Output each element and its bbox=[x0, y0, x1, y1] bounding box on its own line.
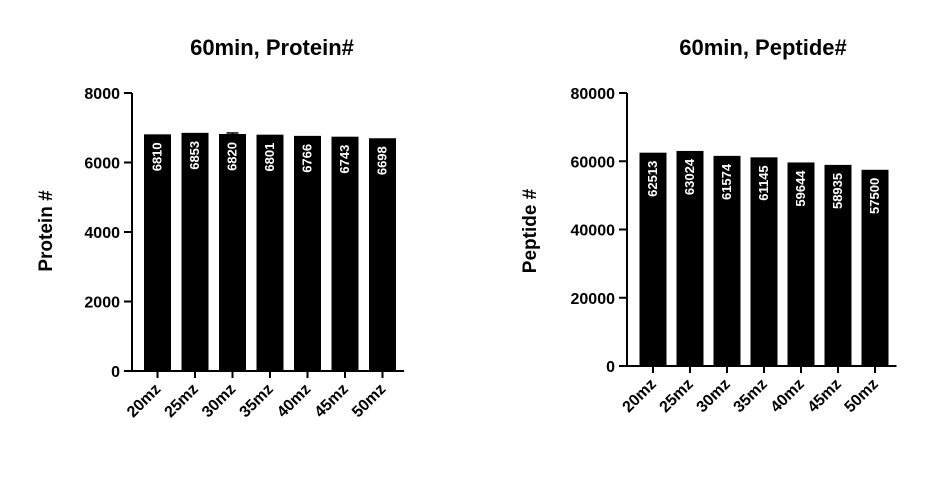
peptide-y-tick-label: 80000 bbox=[571, 86, 616, 103]
peptide-y-tick-label: 40000 bbox=[571, 223, 616, 240]
peptide-category-label: 20mz bbox=[620, 376, 660, 416]
protein-data-label: 6820 bbox=[225, 142, 240, 171]
protein-bar bbox=[144, 134, 171, 371]
peptide-bar bbox=[676, 150, 704, 366]
protein-data-label: 6810 bbox=[150, 142, 165, 171]
protein-y-tick-label: 8000 bbox=[84, 86, 120, 103]
peptide-data-label: 61574 bbox=[719, 163, 734, 200]
protein-y-tick-label: 2000 bbox=[84, 295, 120, 312]
protein-data-label: 6766 bbox=[300, 144, 315, 173]
peptide-data-label: 62513 bbox=[645, 161, 660, 197]
peptide-data-label: 61145 bbox=[756, 165, 771, 200]
protein-category-label: 30mz bbox=[199, 381, 239, 421]
protein-y-axis-label: Protein # bbox=[36, 190, 57, 272]
protein-bar bbox=[331, 136, 359, 371]
peptide-bar bbox=[639, 152, 667, 366]
protein-y-tick-label: 6000 bbox=[84, 156, 120, 173]
peptide-y-tick-label: 0 bbox=[606, 359, 615, 376]
peptide-bar bbox=[787, 162, 815, 366]
protein-category-label: 20mz bbox=[124, 381, 164, 421]
protein-category-label: 35mz bbox=[237, 381, 277, 421]
protein-chart: 60min, Protein# Protein # 0 2000 4000 6000 8… bbox=[36, 35, 404, 421]
peptide-category-label: 50mz bbox=[842, 376, 882, 416]
protein-plot-area: 0 2000 4000 6000 8000 6810 20mz 6853 25mz 6820 30m… bbox=[84, 86, 404, 421]
protein-y-tick-label: 4000 bbox=[84, 225, 120, 242]
peptide-category-label: 45mz bbox=[805, 376, 845, 416]
peptide-data-label: 59644 bbox=[793, 170, 808, 207]
protein-y-tick-label: 0 bbox=[111, 364, 120, 381]
peptide-y-axis-label: Peptide # bbox=[520, 188, 541, 273]
protein-bar bbox=[294, 135, 321, 371]
protein-category-label: 40mz bbox=[274, 381, 314, 421]
peptide-data-label: 57500 bbox=[867, 178, 882, 214]
protein-bar bbox=[256, 134, 284, 371]
peptide-bar bbox=[861, 169, 889, 366]
peptide-data-label: 58935 bbox=[830, 173, 845, 209]
protein-category-label: 50mz bbox=[349, 381, 389, 421]
peptide-category-label: 25mz bbox=[657, 376, 697, 416]
protein-data-label: 6698 bbox=[375, 146, 390, 175]
protein-bar bbox=[181, 132, 209, 371]
peptide-category-label: 30mz bbox=[694, 376, 734, 416]
peptide-y-tick-label: 60000 bbox=[571, 154, 616, 171]
peptide-category-label: 35mz bbox=[731, 376, 771, 416]
peptide-plot-area: 0 20000 40000 60000 80000 62513 20mz 63024 25mz 6… bbox=[571, 86, 897, 416]
peptide-bar bbox=[750, 157, 778, 366]
peptide-chart-title: 60min, Peptide# bbox=[679, 35, 847, 60]
protein-bar bbox=[219, 134, 246, 371]
protein-bar bbox=[369, 138, 396, 371]
peptide-category-label: 40mz bbox=[768, 376, 808, 416]
peptide-bar bbox=[824, 164, 852, 366]
protein-category-label: 45mz bbox=[312, 381, 352, 421]
protein-category-label: 25mz bbox=[162, 381, 202, 421]
protein-chart-title: 60min, Protein# bbox=[190, 35, 354, 60]
peptide-data-label: 63024 bbox=[682, 158, 697, 195]
peptide-bar bbox=[713, 155, 741, 366]
protein-data-label: 6853 bbox=[187, 141, 202, 170]
protein-data-label: 6743 bbox=[337, 145, 352, 174]
peptide-chart: 60min, Peptide# Peptide # 0 20000 40000 600… bbox=[520, 35, 897, 416]
protein-data-label: 6801 bbox=[262, 143, 277, 172]
peptide-y-tick-label: 20000 bbox=[571, 291, 616, 308]
